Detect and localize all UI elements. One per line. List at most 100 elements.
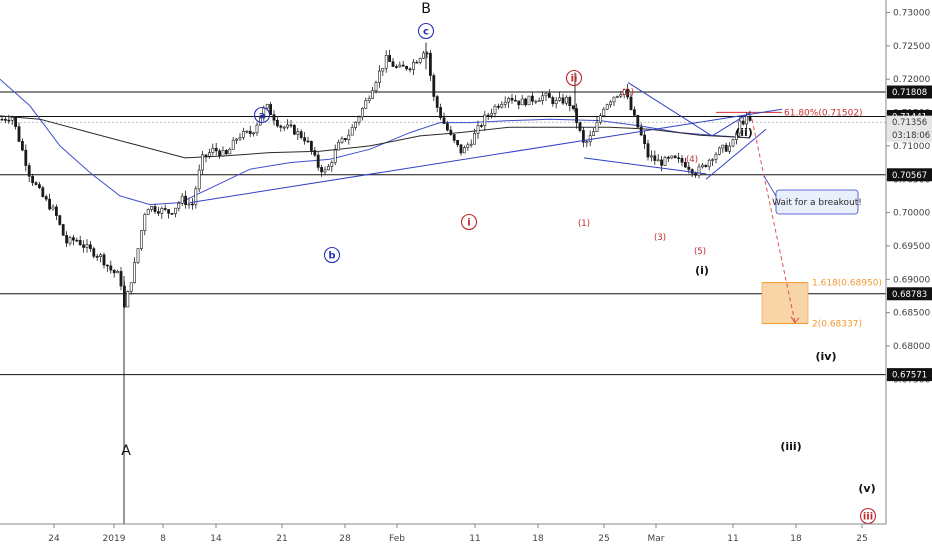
candle-body [666, 157, 670, 159]
candle [384, 50, 388, 73]
candle [714, 151, 718, 164]
candle [547, 89, 551, 98]
candle [360, 107, 364, 121]
candle-body [510, 97, 514, 101]
candle [656, 154, 660, 162]
candle-body [670, 155, 674, 159]
x-tick-label: 14 [210, 534, 222, 544]
candle-body [360, 108, 364, 118]
candle [629, 93, 633, 111]
candle-body [347, 134, 351, 141]
candle-body [10, 116, 14, 121]
annotations: Wait for a breakout!ABabciiiiii(1)(2)(3)… [121, 1, 877, 525]
candle [109, 260, 113, 274]
trendline-breakout-lower [705, 128, 767, 180]
candle-body [235, 138, 239, 141]
candle [245, 130, 249, 134]
candle [374, 80, 378, 94]
candle [517, 100, 521, 110]
candle [581, 127, 585, 148]
candle-body [609, 101, 613, 106]
candle-body [524, 98, 528, 106]
breakout-callout: Wait for a breakout! [763, 175, 862, 215]
candle-body [330, 162, 334, 167]
candle-body [95, 256, 99, 258]
candle-body [48, 198, 52, 210]
candle-body [157, 211, 160, 214]
candle [51, 204, 55, 211]
candle-body [133, 262, 137, 283]
candle [371, 87, 375, 99]
candle-body [140, 230, 143, 249]
candle [544, 91, 548, 102]
candle [405, 65, 409, 71]
candle [377, 65, 381, 88]
candle [530, 92, 534, 105]
candle [323, 166, 327, 176]
candle [408, 67, 412, 73]
candle [670, 155, 674, 160]
candle-body [588, 135, 592, 142]
candle [496, 103, 500, 110]
candle [225, 149, 228, 156]
wave-label-ii: ii [565, 69, 583, 87]
candle-body [462, 147, 466, 154]
candle [697, 163, 701, 179]
candle [469, 139, 473, 148]
candle-body [728, 145, 732, 152]
candle [146, 208, 150, 215]
candle-body [748, 115, 752, 121]
candle-body [269, 104, 273, 115]
candle-body [490, 113, 494, 116]
candle [65, 231, 69, 248]
candle-body [126, 291, 130, 308]
candle [649, 150, 653, 162]
candle [721, 144, 725, 153]
price-level-badge [887, 287, 932, 301]
candle [418, 57, 422, 65]
candle-body [160, 208, 164, 214]
wave-label-iii-paren: (iii) [780, 440, 801, 453]
candle-body [690, 169, 694, 174]
candle-body [561, 97, 565, 104]
candle [622, 89, 626, 99]
candle-body [422, 52, 426, 59]
candle-body [99, 254, 103, 257]
candle [242, 127, 245, 140]
candle [476, 120, 480, 139]
wave-label-a: a [253, 106, 271, 124]
candle-body [452, 134, 456, 141]
candle [666, 155, 670, 162]
candle [422, 50, 426, 59]
candle [564, 95, 568, 106]
candle-body [391, 61, 395, 67]
fib-target-zone: 1.618(0.68950) 2(0.68337) 61.80%(0.71502) [716, 108, 882, 330]
candle-body [225, 150, 228, 155]
wave-label-B: B [421, 1, 431, 17]
candle [326, 164, 330, 171]
candle-body [61, 224, 65, 236]
candle [221, 146, 225, 157]
candle-body [707, 159, 711, 167]
candle [275, 117, 279, 128]
candle-body [34, 182, 38, 185]
candle [85, 239, 89, 253]
candle [598, 113, 602, 125]
moving-averages [0, 78, 751, 206]
candle-body [724, 144, 728, 152]
candle-body [289, 124, 293, 127]
candle [653, 150, 657, 165]
candle-body [320, 167, 324, 173]
y-tick-label: 0.69500 [893, 242, 930, 252]
candle-body [340, 138, 344, 143]
candle [235, 138, 239, 145]
wave-label-1: (1) [578, 219, 590, 229]
candle [272, 110, 276, 126]
callout-text: Wait for a breakout! [772, 198, 862, 208]
candle-body [473, 132, 477, 145]
candle-body [357, 116, 361, 123]
candle-body [486, 114, 490, 117]
candle-body [687, 166, 691, 170]
candle-body [544, 93, 548, 97]
candle [143, 212, 147, 236]
